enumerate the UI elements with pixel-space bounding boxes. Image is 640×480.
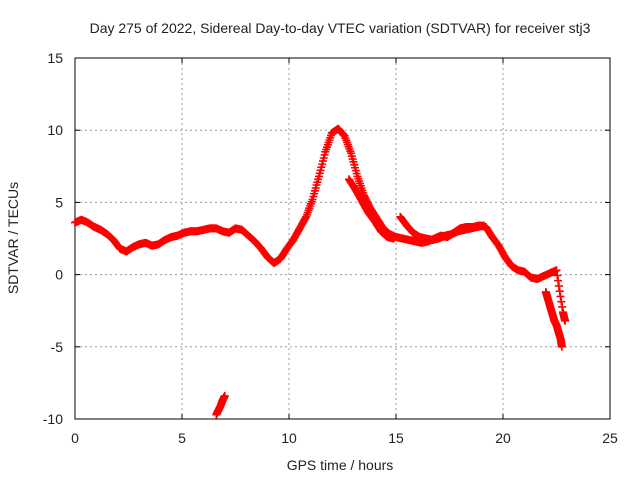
data-point-interp — [553, 271, 562, 280]
series-SDTVAR — [71, 124, 570, 325]
series-SDTVAR-tail — [541, 287, 566, 351]
data-point-interp — [300, 215, 309, 224]
data-point-interp — [554, 281, 563, 290]
y-axis-label: SDTVAR / TECUs — [5, 182, 21, 294]
y-tick-label: 0 — [55, 267, 63, 283]
data-point-interp — [301, 214, 310, 223]
x-tick-label: 5 — [178, 430, 186, 446]
data-point-interp — [560, 315, 569, 324]
series-SDTVAR-outlier — [212, 391, 229, 419]
data-point-interp — [320, 150, 329, 159]
data-point-interp — [554, 276, 563, 285]
x-tick-label: 10 — [281, 430, 297, 446]
x-axis-label: GPS time / hours — [287, 457, 394, 473]
series-SDTVAR-secondary — [396, 212, 488, 244]
data-point-interp — [338, 129, 347, 138]
y-tick-label: 5 — [55, 194, 63, 210]
data-point-interp — [558, 302, 567, 311]
x-tick-label: 20 — [495, 430, 511, 446]
data-point-interp — [294, 227, 303, 236]
data-point-interp — [356, 194, 365, 203]
data-point-interp — [551, 266, 560, 275]
data-point-interp — [314, 175, 323, 184]
plot-frame — [74, 57, 611, 420]
data-point-interp — [478, 221, 487, 230]
series-SDTVAR-lower-branch — [344, 175, 398, 243]
y-axis-ticks: -10 -5 0 5 10 15 — [43, 50, 610, 427]
x-tick-label: 0 — [71, 430, 79, 446]
data-point-interp — [555, 287, 564, 296]
y-tick-label: 10 — [47, 122, 63, 138]
y-tick-label: -10 — [43, 411, 63, 427]
y-tick-label: -5 — [51, 339, 64, 355]
data-point-interp — [352, 169, 361, 178]
data-points — [71, 124, 570, 419]
data-point-interp — [307, 197, 316, 206]
grid — [75, 58, 610, 419]
x-tick-label: 15 — [388, 430, 404, 446]
chart-title: Day 275 of 2022, Sidereal Day-to-day VTE… — [90, 20, 591, 36]
data-point-interp — [346, 147, 355, 156]
data-point-interp — [557, 297, 566, 306]
data-point-interp — [557, 341, 566, 350]
y-tick-label: 15 — [47, 50, 63, 66]
x-tick-label: 25 — [602, 430, 618, 446]
data-point-interp — [220, 392, 229, 401]
data-point-interp — [389, 234, 398, 243]
data-point-interp — [556, 292, 565, 301]
x-axis-ticks: 0 5 10 15 20 25 — [71, 58, 618, 446]
